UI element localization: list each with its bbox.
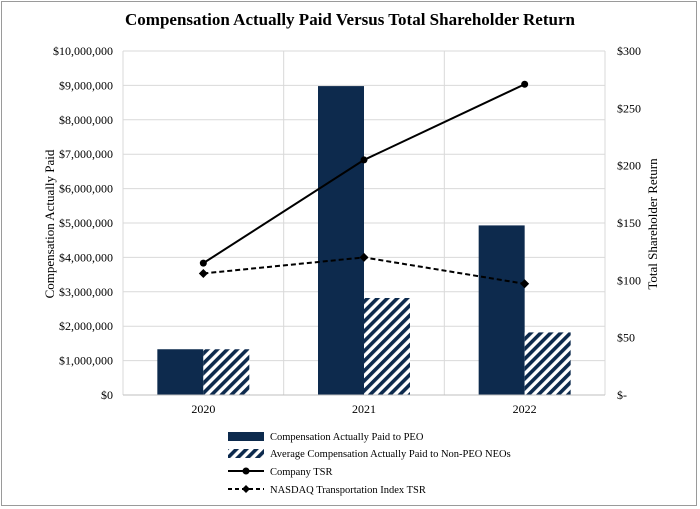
chart-title: Compensation Actually Paid Versus Total …	[125, 10, 575, 29]
y-tick-label: $0	[101, 388, 113, 402]
y2-tick-label: $-	[617, 388, 627, 402]
y-tick-label: $6,000,000	[59, 182, 113, 196]
y2-tick-label: $300	[617, 44, 641, 58]
point-company-tsr[interactable]	[360, 156, 368, 164]
y-axis-label: Compensation Actually Paid	[42, 149, 57, 298]
legend-swatch-non-peo-neos	[228, 449, 264, 458]
y2-tick-label: $150	[617, 216, 641, 230]
legend-label: NASDAQ Transportation Index TSR	[270, 485, 426, 496]
legend-swatch-peo	[228, 432, 264, 441]
y2-tick-label: $100	[617, 273, 641, 287]
bar-non-peo-neos[interactable]	[364, 297, 410, 395]
y2-tick-label: $250	[617, 101, 641, 115]
y-tick-label: $9,000,000	[59, 78, 113, 92]
y2-axis-label: Total Shareholder Return	[645, 158, 660, 290]
x-tick-label: 2021	[352, 402, 376, 416]
bar-non-peo-neos[interactable]	[524, 332, 571, 395]
y-tick-label: $1,000,000	[59, 354, 113, 368]
bar-peo[interactable]	[478, 225, 525, 395]
y-tick-label: $5,000,000	[59, 216, 113, 230]
y-tick-label: $8,000,000	[59, 113, 113, 127]
y-tick-label: $4,000,000	[59, 250, 113, 264]
x-tick-label: 2022	[513, 402, 537, 416]
y-tick-label: $2,000,000	[59, 319, 113, 333]
bar-peo[interactable]	[318, 86, 364, 395]
point-nasdaq-tsr[interactable]	[520, 279, 530, 289]
legend-label: Company TSR	[270, 467, 333, 478]
legend-marker-nasdaq-tsr	[242, 485, 250, 493]
y2-tick-label: $200	[617, 159, 641, 173]
point-nasdaq-tsr[interactable]	[198, 268, 208, 278]
bar-non-peo-neos[interactable]	[203, 349, 250, 395]
y-tick-label: $3,000,000	[59, 285, 113, 299]
y-tick-label: $10,000,000	[53, 44, 113, 58]
point-company-tsr[interactable]	[199, 259, 207, 267]
point-nasdaq-tsr[interactable]	[359, 252, 369, 262]
point-company-tsr[interactable]	[521, 80, 529, 88]
bar-peo[interactable]	[157, 349, 204, 395]
y2-tick-label: $50	[617, 331, 635, 345]
legend-marker-company-tsr	[242, 467, 250, 475]
legend-label: Average Compensation Actually Paid to No…	[270, 449, 511, 460]
y-tick-label: $7,000,000	[59, 147, 113, 161]
legend-label: Compensation Actually Paid to PEO	[270, 432, 424, 443]
x-tick-label: 2020	[191, 402, 215, 416]
